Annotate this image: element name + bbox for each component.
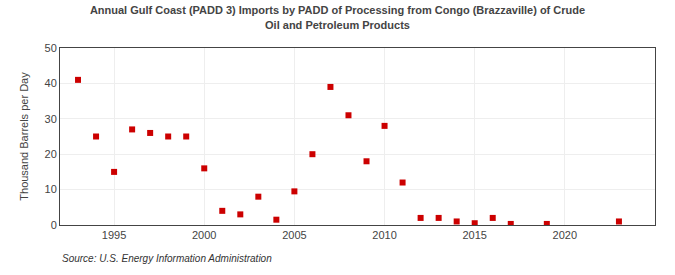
svg-text:Source: U.S. Energy Informatio: Source: U.S. Energy Information Administ… [62, 253, 272, 264]
svg-text:20: 20 [45, 148, 57, 160]
svg-text:2015: 2015 [462, 229, 486, 241]
svg-text:0: 0 [51, 219, 57, 231]
svg-text:40: 40 [45, 77, 57, 89]
svg-text:30: 30 [45, 113, 57, 125]
svg-text:2005: 2005 [282, 229, 306, 241]
svg-text:Annual Gulf Coast (PADD 3) Imp: Annual Gulf Coast (PADD 3) Imports by PA… [90, 4, 585, 30]
svg-text:2020: 2020 [553, 229, 577, 241]
svg-text:2010: 2010 [372, 229, 396, 241]
svg-text:2000: 2000 [192, 229, 216, 241]
svg-text:1995: 1995 [102, 229, 126, 241]
svg-text:10: 10 [45, 183, 57, 195]
svg-text:50: 50 [45, 42, 57, 54]
svg-text:Thousand Barrels per Day: Thousand Barrels per Day [18, 72, 30, 201]
